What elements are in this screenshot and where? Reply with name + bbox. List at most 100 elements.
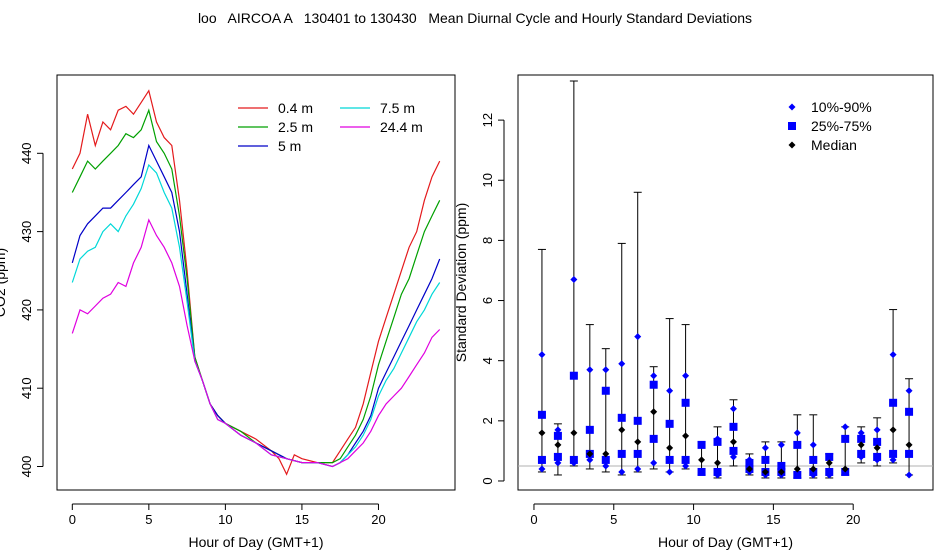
c1-y-tick-label: 440 <box>19 142 34 164</box>
p75-point <box>729 422 738 431</box>
c2-y-tick-label: 10 <box>480 173 495 187</box>
p90-point <box>634 333 642 341</box>
p25-point <box>665 455 674 464</box>
c2-x-tick-label: 10 <box>686 512 700 527</box>
p10-point <box>761 471 769 479</box>
p75-point <box>825 452 834 461</box>
p75-point <box>585 425 594 434</box>
legend-label: 7.5 m <box>380 100 415 116</box>
p25-point <box>537 455 546 464</box>
median-point <box>873 444 881 452</box>
p90-point <box>538 351 546 359</box>
p75-point <box>713 437 722 446</box>
median-point <box>634 438 642 446</box>
p25-point <box>809 467 818 476</box>
p10-point <box>602 462 610 470</box>
median-point <box>889 426 897 434</box>
p10-point <box>650 459 658 467</box>
median-point <box>570 429 578 437</box>
p10-point <box>618 468 626 476</box>
median-point <box>682 432 690 440</box>
c2-x-axis-label: Hour of Day (GMT+1) <box>658 534 793 550</box>
p25-point <box>873 452 882 461</box>
p90-point <box>745 456 753 464</box>
p25-point <box>905 449 914 458</box>
p75-point <box>553 431 562 440</box>
c1-x-tick-label: 5 <box>145 512 152 527</box>
legend-label: 5 m <box>278 138 301 154</box>
p10-point <box>698 468 706 476</box>
p25-point <box>569 455 578 464</box>
p25-point <box>617 449 626 458</box>
p25-point <box>633 449 642 458</box>
p90-point <box>873 426 881 434</box>
c2-y-tick-label: 6 <box>480 297 495 304</box>
p10-point <box>570 459 578 467</box>
p90-point <box>857 429 865 437</box>
p25-point <box>681 455 690 464</box>
p25-point <box>553 452 562 461</box>
p90-point <box>666 387 674 395</box>
p10-point <box>729 453 737 461</box>
median-point <box>857 441 865 449</box>
c1-y-tick-label: 430 <box>19 221 34 243</box>
p25-point <box>729 446 738 455</box>
p75-point <box>841 434 850 443</box>
p90-point <box>554 426 562 434</box>
p10-point <box>809 471 817 479</box>
p25-point <box>841 467 850 476</box>
p75-point <box>809 455 818 464</box>
p25-point <box>585 449 594 458</box>
p10-point <box>682 462 690 470</box>
p25-point <box>649 434 658 443</box>
legend-label: 2.5 m <box>278 119 313 135</box>
p75-point <box>569 371 578 380</box>
c2-y-axis-label: Standard Deviation (ppm) <box>453 203 469 363</box>
p75-point <box>889 398 898 407</box>
p75-point <box>681 398 690 407</box>
p25-point <box>777 467 786 476</box>
median-point <box>777 468 785 476</box>
c1-x-tick-label: 15 <box>295 512 309 527</box>
series-line-7-5m <box>71 163 441 468</box>
p75-point <box>665 419 674 428</box>
p10-point <box>634 465 642 473</box>
median-point <box>809 465 817 473</box>
c1-x-axis-label: Hour of Day (GMT+1) <box>189 534 324 550</box>
p90-point <box>570 275 578 283</box>
p90-point <box>650 372 658 380</box>
p75-point <box>537 410 546 419</box>
p25-point <box>825 467 834 476</box>
median-point <box>729 438 737 446</box>
p25-point <box>857 449 866 458</box>
p25-point <box>745 464 754 473</box>
p10-point <box>554 459 562 467</box>
c2-y-tick-label: 4 <box>480 357 495 364</box>
median-point <box>905 441 913 449</box>
legend-marker <box>788 122 796 130</box>
p25-point <box>889 449 898 458</box>
p10-point <box>873 456 881 464</box>
median-point <box>538 429 546 437</box>
p90-point <box>793 429 801 437</box>
p90-point <box>586 366 594 374</box>
p10-point <box>825 471 833 479</box>
c1-y-axis-label: CO2 (ppm) <box>0 248 8 317</box>
legend-label: 10%-90% <box>811 99 872 115</box>
legend-label: Median <box>811 137 857 153</box>
p10-point <box>857 453 865 461</box>
median-point <box>554 441 562 449</box>
p25-point <box>601 455 610 464</box>
p25-point <box>793 470 802 479</box>
median-point <box>618 426 626 434</box>
p10-point <box>586 456 594 464</box>
c2-y-tick-label: 12 <box>480 113 495 127</box>
series-line-24-4m <box>71 218 441 468</box>
series-line-0-4m <box>71 89 441 476</box>
p90-point <box>889 351 897 359</box>
median-point <box>714 459 722 467</box>
median-point <box>761 468 769 476</box>
p25-point <box>761 467 770 476</box>
